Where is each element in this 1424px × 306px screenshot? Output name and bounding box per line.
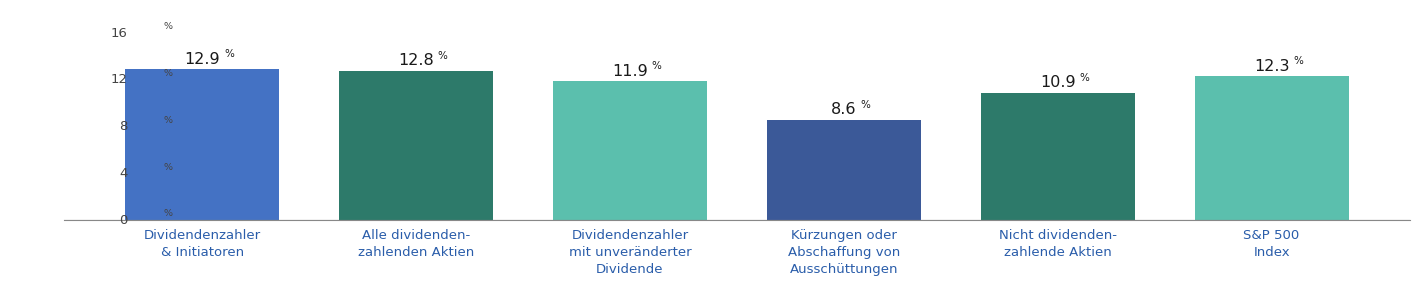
Text: %: % (164, 162, 172, 172)
Text: 10.9: 10.9 (1040, 76, 1075, 91)
Bar (553, 81, 706, 220)
Text: 8: 8 (120, 120, 127, 133)
Text: 12.3: 12.3 (1255, 59, 1289, 74)
Text: %: % (164, 22, 172, 31)
Text: %: % (164, 209, 172, 218)
Bar (981, 93, 1135, 220)
Text: %: % (437, 50, 447, 61)
Text: 12.9: 12.9 (185, 52, 221, 67)
Text: %: % (164, 69, 172, 78)
Text: 11.9: 11.9 (612, 64, 648, 79)
Text: 4: 4 (120, 167, 127, 180)
Bar (1195, 76, 1349, 220)
Text: %: % (1079, 73, 1089, 83)
Text: %: % (860, 100, 870, 110)
Bar (339, 71, 493, 220)
Text: 12.8: 12.8 (399, 53, 434, 68)
Text: 0: 0 (120, 214, 127, 227)
Text: 16: 16 (111, 27, 127, 39)
Text: %: % (224, 49, 234, 59)
Text: 8.6: 8.6 (832, 103, 857, 118)
Bar (768, 120, 921, 220)
Text: %: % (1293, 56, 1303, 66)
Text: 12: 12 (111, 73, 127, 86)
Text: %: % (652, 61, 662, 71)
Text: %: % (164, 116, 172, 125)
Bar (125, 69, 279, 220)
